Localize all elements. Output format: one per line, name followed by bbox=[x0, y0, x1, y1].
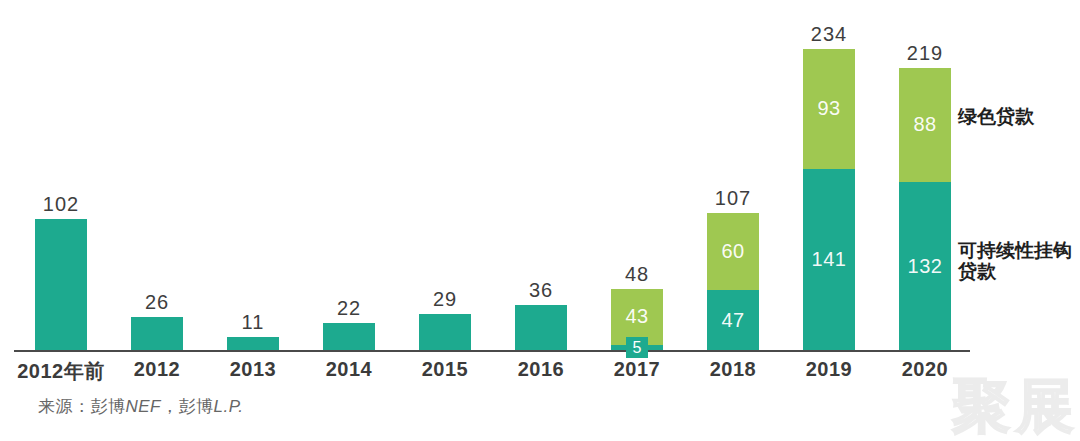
bar-segment-sustainability-linked bbox=[515, 305, 567, 351]
bar-total-label: 26 bbox=[102, 291, 212, 314]
bar-segment-value-green: 60 bbox=[707, 213, 759, 290]
value-callout-teal: 5 bbox=[626, 337, 648, 358]
source-text-cn2: ，彭博 bbox=[161, 397, 214, 416]
bar-total-label: 102 bbox=[6, 193, 116, 216]
source-text-lp: L.P. bbox=[214, 397, 244, 416]
bar-segment-value-teal: 132 bbox=[899, 181, 951, 351]
bar-total-label: 219 bbox=[870, 42, 980, 65]
bar-segment-value-green: 88 bbox=[899, 68, 951, 182]
bar-total-label: 22 bbox=[294, 297, 404, 320]
bar-total-label: 48 bbox=[582, 263, 692, 286]
watermark: 聚展 bbox=[952, 368, 1080, 441]
bar-segment-value-teal: 141 bbox=[803, 169, 855, 351]
legend-label-sll-line2: 贷款 bbox=[958, 261, 1072, 282]
bar-total-label: 107 bbox=[678, 187, 788, 210]
bar-total-label: 11 bbox=[198, 311, 308, 334]
legend-label-green-loans: 绿色贷款 bbox=[958, 106, 1034, 127]
bar-total-label: 234 bbox=[774, 23, 884, 46]
bar-total-label: 29 bbox=[390, 288, 500, 311]
bar-total-label: 36 bbox=[486, 279, 596, 302]
source-text-nef: NEF bbox=[126, 397, 162, 416]
stacked-bar-chart: 1022012年前2620121120132220142920153620164… bbox=[0, 0, 1080, 441]
bar-segment-sustainability-linked bbox=[131, 317, 183, 351]
bar-segment-sustainability-linked bbox=[419, 314, 471, 351]
legend-label-sll-line1: 可持续性挂钩 bbox=[958, 240, 1072, 261]
bar-segment-sustainability-linked bbox=[323, 323, 375, 351]
legend-label-sustainability-linked-loans: 可持续性挂钩 贷款 bbox=[958, 240, 1072, 282]
bar-segment-sustainability-linked bbox=[35, 219, 87, 351]
source-note: 来源：彭博NEF，彭博L.P. bbox=[38, 395, 244, 418]
bar-segment-value-teal: 47 bbox=[707, 290, 759, 351]
bar-segment-value-green: 93 bbox=[803, 49, 855, 169]
source-text-cn1: 来源：彭博 bbox=[38, 397, 126, 416]
bar-segment-sustainability-linked bbox=[227, 337, 279, 351]
